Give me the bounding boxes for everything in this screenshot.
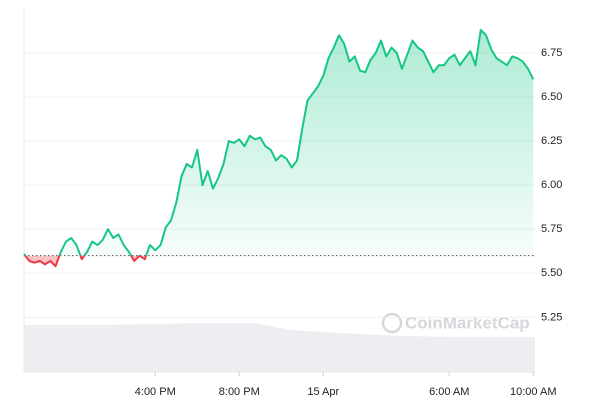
y-tick-label: 6.25 [541,135,562,147]
x-tick-label: 4:00 PM [135,386,176,398]
y-tick-label: 6.00 [541,179,562,191]
watermark-logo [381,312,403,334]
y-tick-label: 5.75 [541,223,562,235]
watermark-text: CoinMarketCap [405,313,530,332]
y-tick-label: 5.25 [541,311,562,323]
x-tick-label: 8:00 PM [219,386,260,398]
x-tick-label: 6:00 AM [429,386,469,398]
watermark: CoinMarketCap [381,312,530,334]
area-fill-up [24,29,534,256]
y-tick-label: 6.50 [541,91,562,103]
volume-area [24,323,535,372]
y-tick-label: 6.75 [541,47,562,59]
x-tick-label: 15 Apr [307,386,339,398]
price-line-up [23,28,535,256]
y-tick-label: 5.50 [541,267,562,279]
x-tick-label: 10:00 AM [510,386,556,398]
